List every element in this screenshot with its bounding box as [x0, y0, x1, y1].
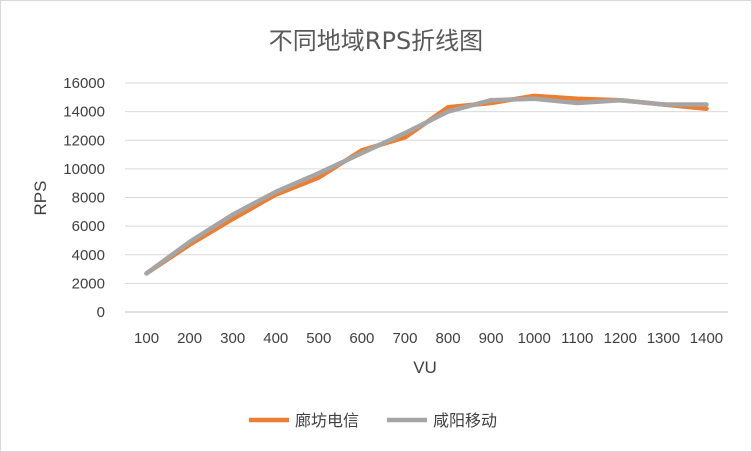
y-tick-label: 12000 [63, 132, 105, 149]
y-tick-label: 4000 [72, 247, 105, 264]
x-tick-label: 300 [220, 330, 245, 347]
x-tick-label: 1200 [604, 330, 637, 347]
x-tick-label: 100 [134, 330, 159, 347]
legend-item: 咸阳移动 [387, 411, 497, 430]
legend: 廊坊电信 咸阳移动 [249, 411, 497, 430]
x-tick-label: 500 [306, 330, 331, 347]
y-tick-label: 8000 [72, 190, 105, 207]
y-axis-label: RPS [31, 181, 50, 216]
series-line-2 [144, 96, 709, 276]
y-tick-label: 10000 [63, 161, 105, 178]
x-tick-label: 200 [177, 330, 202, 347]
x-tick-label: 800 [436, 330, 461, 347]
y-tick-label: 6000 [72, 218, 105, 235]
y-tick-label: 0 [97, 304, 105, 321]
y-tick-label: 2000 [72, 275, 105, 292]
x-axis-ticks: 100 200 300 400 500 600 700 800 900 1000 1100 1200 1… [134, 330, 723, 347]
y-tick-label: 16000 [63, 75, 105, 92]
y-axis-ticks: 0 2000 4000 6000 8000 10000 12000 14000 16000 [63, 75, 105, 321]
x-tick-label: 600 [349, 330, 374, 347]
series-lines [144, 93, 709, 276]
gridlines [125, 82, 728, 313]
x-tick-label: 400 [263, 330, 288, 347]
x-tick-label: 1400 [690, 330, 723, 347]
x-tick-label: 700 [392, 330, 417, 347]
x-tick-label: 1000 [517, 330, 550, 347]
x-axis-label: VU [413, 358, 437, 377]
legend-label: 廊坊电信 [295, 411, 359, 430]
x-tick-label: 1300 [647, 330, 680, 347]
x-tick-label: 900 [479, 330, 504, 347]
x-tick-label: 1100 [561, 330, 593, 347]
y-tick-label: 14000 [63, 104, 105, 121]
legend-label: 咸阳移动 [433, 411, 497, 430]
legend-item: 廊坊电信 [249, 411, 359, 430]
chart-title: 不同地域RPS折线图 [269, 27, 483, 55]
